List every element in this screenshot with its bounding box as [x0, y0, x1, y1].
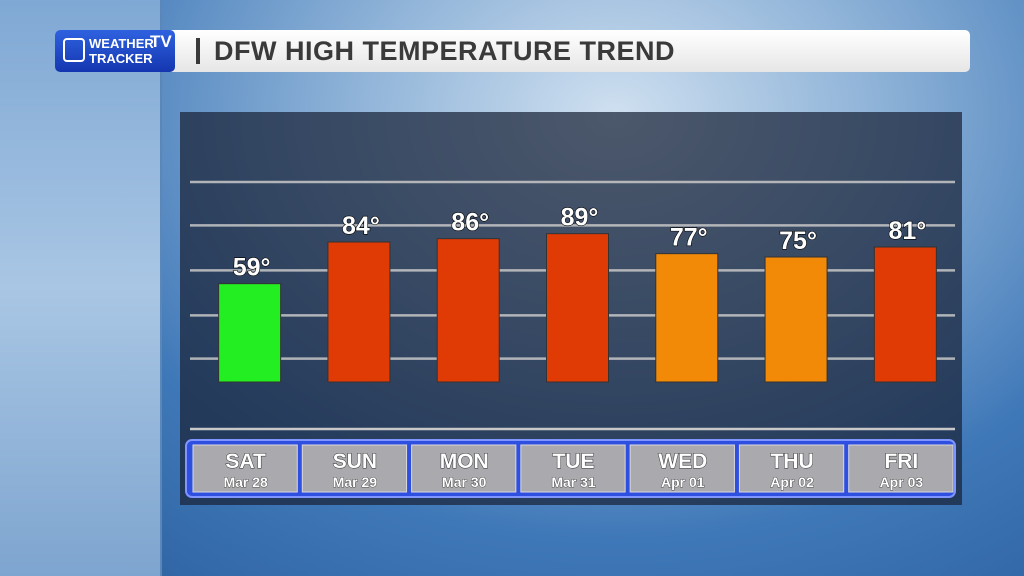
x-tick-label: SUN	[333, 450, 377, 473]
value-label: 81°	[888, 217, 926, 245]
x-tick-label: SAT	[225, 450, 266, 473]
date-label: Mar 31	[551, 474, 596, 490]
x-tick-label: WED	[658, 450, 707, 473]
x-tick-label: THU	[770, 450, 813, 473]
value-label: 84°	[342, 212, 380, 240]
date-label: Mar 28	[223, 474, 268, 490]
bar	[546, 233, 609, 383]
value-label: 89°	[561, 204, 599, 232]
logo: WEATHER TV TRACKER	[55, 30, 175, 72]
date-label: Mar 30	[442, 474, 487, 490]
x-tick-label: FRI	[884, 450, 918, 473]
value-label: 77°	[670, 224, 708, 252]
logo-text: TV	[150, 32, 172, 51]
bar	[218, 283, 282, 383]
logo-icon	[63, 38, 85, 62]
category-cell	[738, 444, 845, 493]
category-cell	[520, 444, 626, 493]
value-label: 59°	[233, 254, 271, 282]
logo-text: WEATHER	[89, 36, 154, 51]
bar	[436, 238, 500, 383]
bar	[873, 246, 937, 383]
title-divider	[196, 38, 200, 64]
category-cell	[629, 444, 735, 493]
date-label: Apr 03	[880, 474, 924, 490]
side-panel	[0, 0, 162, 576]
chart-title: DFW HIGH TEMPERATURE TREND	[214, 36, 675, 66]
bar	[327, 241, 391, 383]
date-label: Apr 02	[770, 474, 814, 490]
value-label: 86°	[451, 209, 489, 237]
bar	[764, 256, 828, 383]
value-label: 75°	[779, 227, 817, 255]
category-cell	[192, 444, 298, 493]
x-tick-label: TUE	[553, 450, 595, 473]
category-cell	[411, 444, 517, 493]
category-cell	[301, 444, 408, 493]
x-tick-label: MON	[440, 450, 489, 473]
logo-text: TRACKER	[89, 51, 153, 66]
date-label: Mar 29	[333, 474, 378, 490]
bar	[655, 253, 719, 383]
header-bar	[55, 30, 970, 72]
category-cell	[848, 444, 954, 493]
date-label: Apr 01	[661, 474, 705, 490]
